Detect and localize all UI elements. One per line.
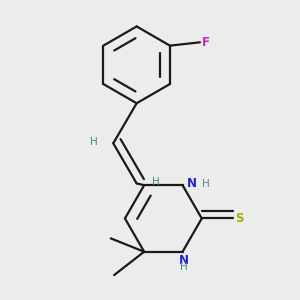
Text: H: H xyxy=(180,262,188,272)
Text: F: F xyxy=(202,36,210,49)
Text: H: H xyxy=(202,178,209,188)
Text: N: N xyxy=(179,254,189,267)
Text: S: S xyxy=(236,212,244,225)
Text: H: H xyxy=(91,137,98,147)
Text: H: H xyxy=(152,177,159,187)
Text: N: N xyxy=(187,177,196,190)
